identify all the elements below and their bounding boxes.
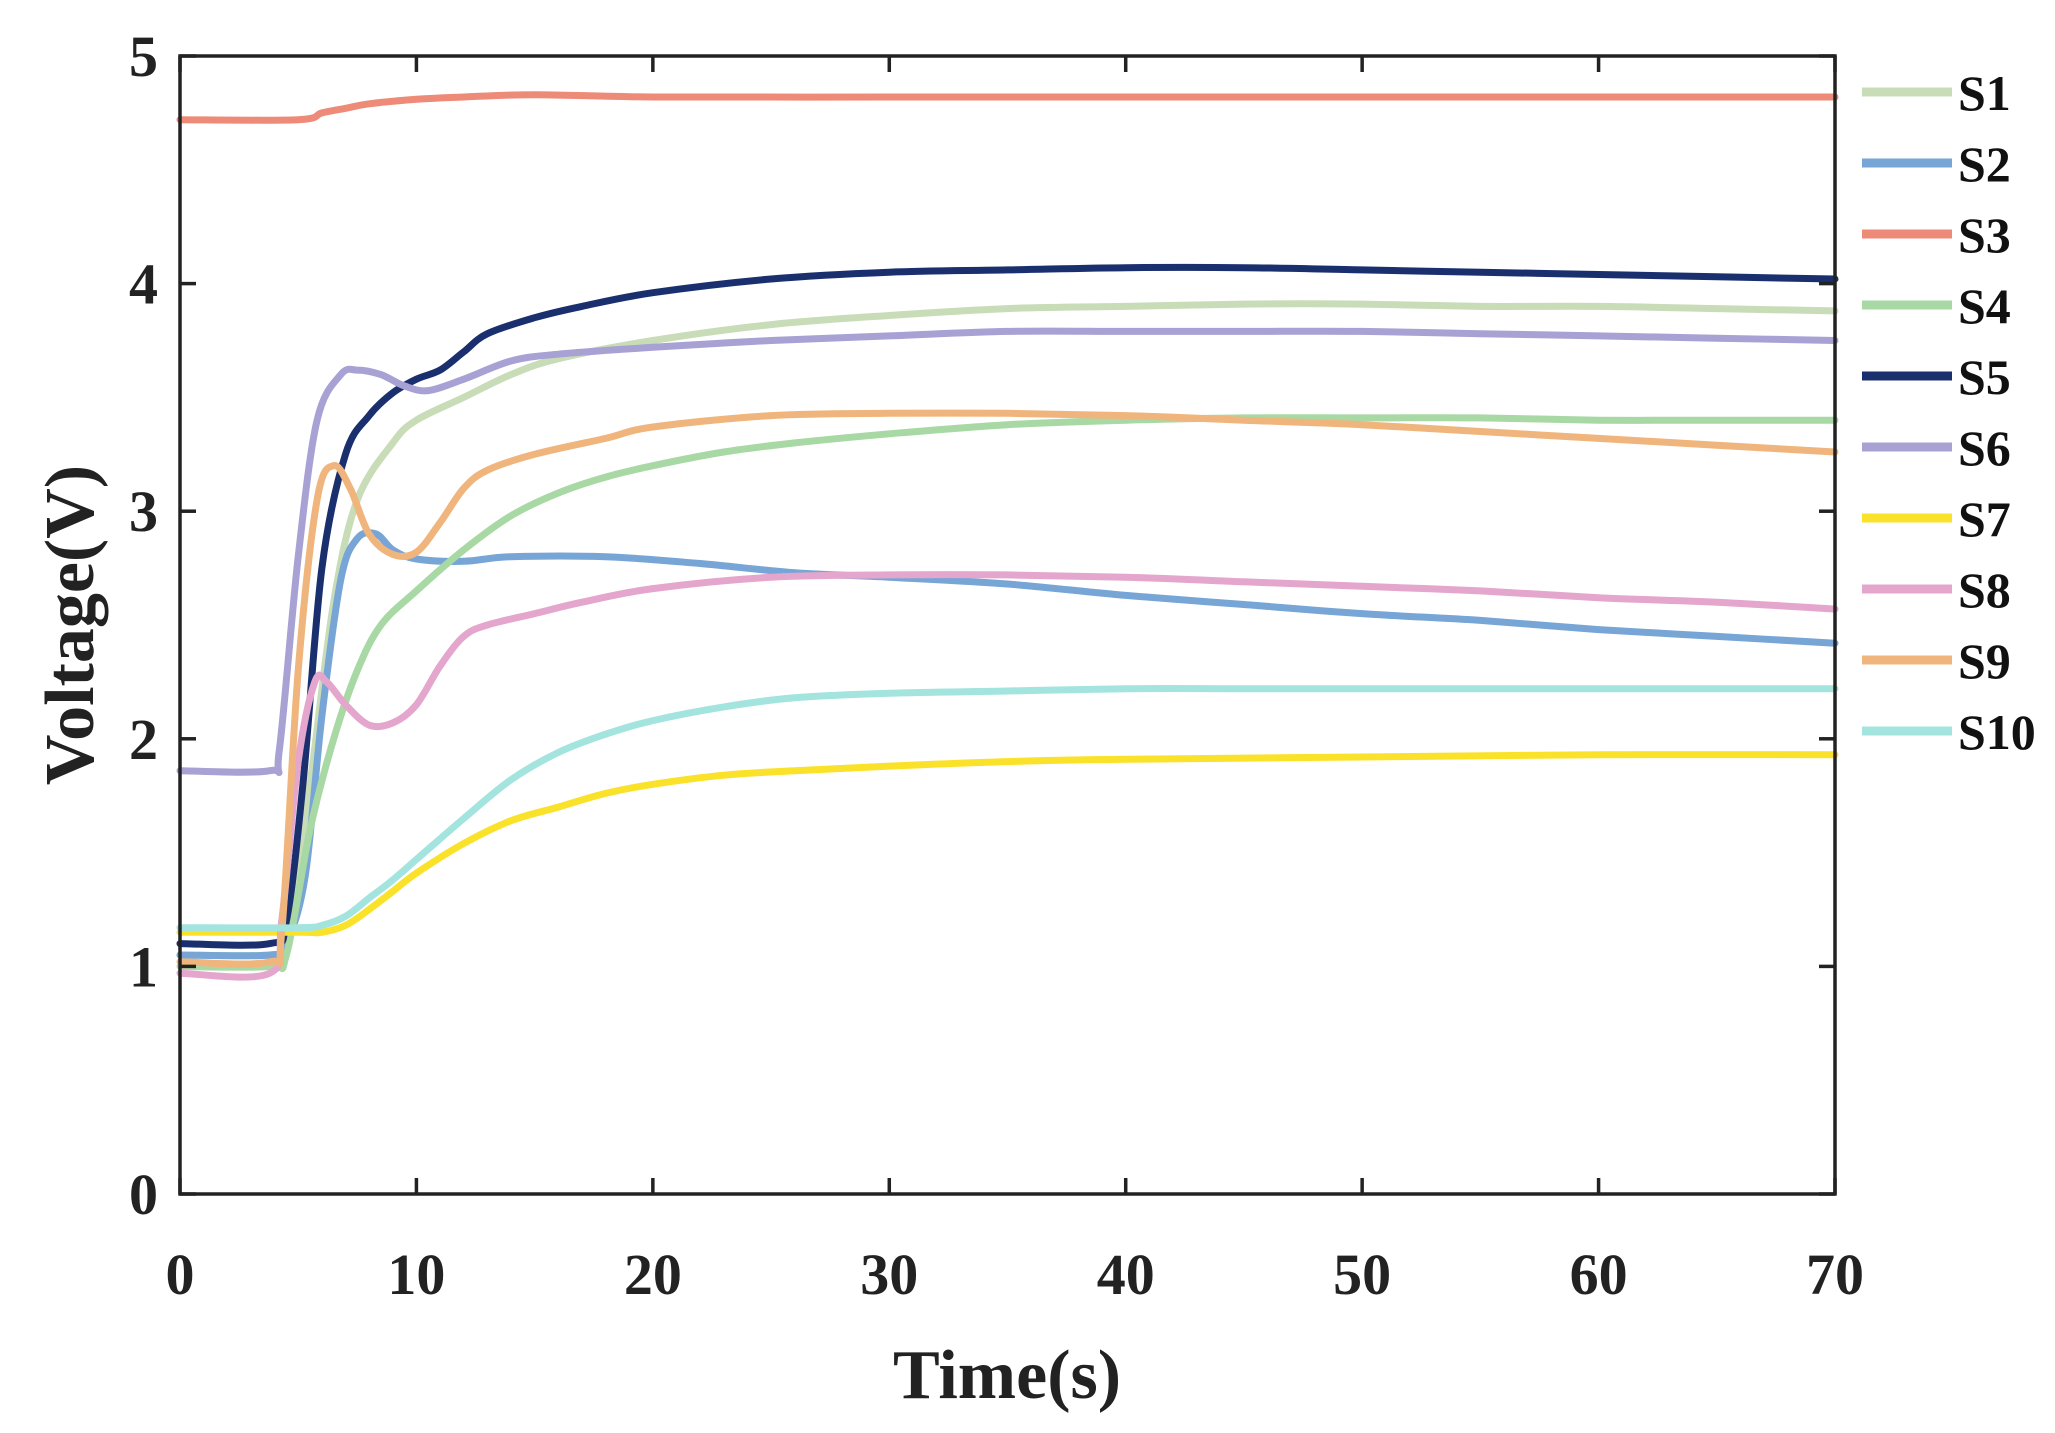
series-line-s8 <box>176 571 1839 981</box>
legend-item-s10: S10 <box>1862 704 2036 760</box>
y-tick-label: 5 <box>129 24 158 89</box>
legend-label: S4 <box>1958 278 2011 334</box>
y-tick-label: 2 <box>129 707 158 772</box>
series-line-s6 <box>176 327 1839 776</box>
plot-frame <box>178 54 1837 1196</box>
legend-item-s5: S5 <box>1862 349 2011 405</box>
legend-item-s3: S3 <box>1862 207 2011 263</box>
series-line-s4 <box>176 414 1839 973</box>
series-line-s3 <box>176 91 1839 124</box>
x-tick-label: 0 <box>166 1242 195 1307</box>
x-tick-label: 50 <box>1333 1242 1391 1307</box>
legend-item-s2: S2 <box>1862 136 2011 192</box>
y-axis-label: Voltage(V) <box>32 465 109 785</box>
legend-item-s4: S4 <box>1862 278 2011 334</box>
series-line-s2 <box>176 529 1839 960</box>
series-line-s9 <box>176 409 1839 968</box>
legend-item-s8: S8 <box>1862 562 2011 618</box>
legend-item-s7: S7 <box>1862 491 2011 547</box>
x-tick-label: 20 <box>624 1242 682 1307</box>
y-tick-label: 3 <box>129 479 158 544</box>
legend-label: S5 <box>1958 349 2011 405</box>
series-line-s7 <box>176 751 1839 937</box>
legend-label: S7 <box>1958 491 2011 547</box>
x-tick-label: 60 <box>1570 1242 1628 1307</box>
legend-label: S6 <box>1958 420 2011 476</box>
x-axis-label: Time(s) <box>893 1337 1121 1414</box>
series-line-s5 <box>176 263 1839 949</box>
legend-label: S9 <box>1958 633 2011 689</box>
y-tick-label: 0 <box>129 1162 158 1227</box>
legend: S1 S2 S3 S4 S5 S6 S7 S8 S9 S10 <box>1862 65 2036 760</box>
series-line-s10 <box>176 685 1839 932</box>
x-tick-label: 70 <box>1806 1242 1864 1307</box>
tick-layer: 0 10 20 30 40 50 60 70 0 1 2 3 4 5 <box>129 24 1864 1307</box>
legend-item-s6: S6 <box>1862 420 2011 476</box>
legend-item-s9: S9 <box>1862 633 2011 689</box>
x-tick-label: 40 <box>1097 1242 1155 1307</box>
legend-label: S10 <box>1958 704 2036 760</box>
legend-label: S3 <box>1958 207 2011 263</box>
series-layer <box>176 91 1839 981</box>
y-tick-label: 1 <box>129 934 158 999</box>
legend-item-s1: S1 <box>1862 65 2011 121</box>
legend-label: S1 <box>1958 65 2011 121</box>
legend-label: S8 <box>1958 562 2011 618</box>
x-tick-label: 10 <box>387 1242 445 1307</box>
legend-label: S2 <box>1958 136 2011 192</box>
x-tick-label: 30 <box>860 1242 918 1307</box>
y-tick-label: 4 <box>129 252 158 317</box>
